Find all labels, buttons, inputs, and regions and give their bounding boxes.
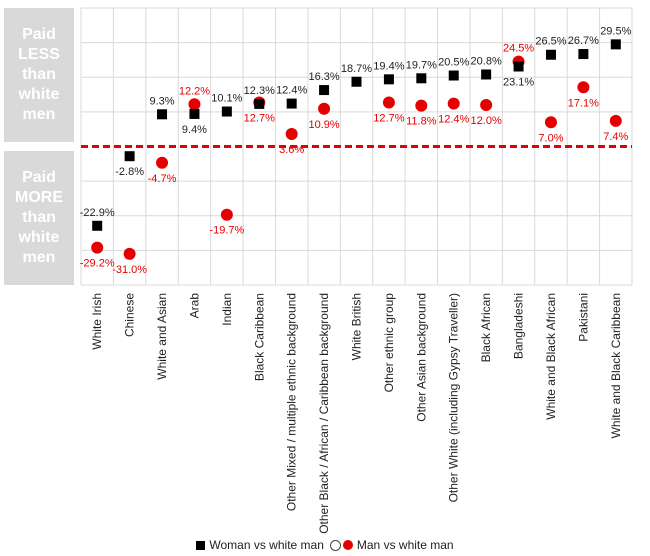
- man-vs-white-man-point: [318, 102, 331, 115]
- woman-data-label: 12.3%: [244, 85, 275, 97]
- paid-less-label-box: Paid LESS than white men: [4, 8, 74, 142]
- man-vs-white-man-point: [285, 128, 298, 141]
- woman-vs-white-man-point: [513, 61, 524, 72]
- man-data-label: 17.1%: [568, 97, 599, 109]
- category-tick-label: Arab: [187, 293, 201, 319]
- category-tick-label: Indian: [220, 293, 234, 326]
- category-tick-label: White and Black Caribbean: [609, 293, 623, 438]
- category-tick-label: White and Black African: [544, 293, 558, 420]
- woman-data-label: 19.4%: [373, 60, 404, 72]
- woman-vs-white-man-point: [157, 109, 168, 120]
- woman-data-label: -2.8%: [115, 166, 144, 178]
- category-tick-label: Other Mixed / multiple ethnic background: [285, 293, 299, 511]
- category-tick-label: White British: [350, 293, 364, 360]
- legend-label-men: Man vs white man: [356, 538, 454, 552]
- woman-vs-white-man-point: [92, 220, 103, 231]
- woman-data-label: 10.1%: [211, 93, 242, 105]
- category-tick-label: Bangladeshi: [512, 293, 526, 359]
- chart-legend: Woman vs white man Man vs white man: [0, 538, 650, 552]
- woman-vs-white-man-point: [448, 70, 459, 81]
- category-tick-label: White Irish: [90, 293, 104, 350]
- category-tick-label: Other Asian background: [414, 293, 428, 422]
- woman-data-label: 19.7%: [406, 59, 437, 71]
- man-vs-white-man-point: [188, 98, 201, 111]
- man-vs-white-man-point: [123, 247, 136, 260]
- square-marker-icon: [196, 540, 206, 550]
- category-tick-label: Other White (including Gypsy Traveller): [447, 293, 461, 502]
- pay-gap-chart: White Irish Chinese White and Asian Arab Ind…: [80, 7, 633, 534]
- man-data-label: 7.4%: [603, 131, 628, 143]
- woman-data-label: 16.3%: [308, 71, 339, 83]
- woman-vs-white-man-point: [189, 108, 200, 119]
- man-vs-white-man-point: [609, 114, 622, 127]
- woman-data-label: 9.3%: [149, 95, 174, 107]
- man-data-label: -31.0%: [112, 264, 147, 276]
- paid-less-label: Paid LESS than white men: [18, 26, 60, 123]
- circle-marker-icon: [342, 540, 353, 550]
- legend-item-women: Woman vs white man: [196, 538, 324, 552]
- man-vs-white-man-point: [91, 241, 104, 254]
- man-data-label: -19.7%: [209, 225, 244, 237]
- man-vs-white-man-point: [156, 156, 169, 169]
- woman-data-label: 26.7%: [568, 35, 599, 47]
- paid-more-label-box: Paid MORE than white men: [4, 151, 74, 285]
- category-tick-label: Other Black / African / Caribbean backgr…: [317, 293, 331, 534]
- category-tick-label: Black Caribbean: [252, 293, 266, 381]
- man-data-label: 12.4%: [438, 114, 469, 126]
- woman-data-label: 20.5%: [438, 57, 469, 69]
- category-tick-label: Pakistani: [576, 293, 590, 342]
- category-tick-label: Chinese: [123, 293, 137, 337]
- category-tick-label: White and Asian: [155, 293, 169, 380]
- woman-vs-white-man-point: [416, 73, 427, 84]
- woman-data-label: 29.5%: [600, 25, 631, 37]
- man-data-label: 12.0%: [471, 115, 502, 127]
- man-vs-white-man-point: [415, 99, 428, 112]
- woman-vs-white-man-point: [286, 98, 297, 109]
- woman-vs-white-man-point: [545, 49, 556, 60]
- woman-data-label: 26.5%: [535, 36, 566, 48]
- woman-data-label: 18.7%: [341, 63, 372, 75]
- legend-item-men: Man vs white man: [329, 538, 454, 552]
- man-data-label: 12.7%: [244, 113, 275, 125]
- woman-data-label: 9.4%: [182, 124, 207, 136]
- woman-vs-white-man-point: [124, 151, 135, 162]
- man-vs-white-man-point: [447, 97, 460, 110]
- woman-data-label: 23.1%: [503, 77, 534, 89]
- man-data-label: 12.7%: [373, 113, 404, 125]
- woman-data-label: 12.4%: [276, 85, 307, 97]
- man-data-label: -4.7%: [148, 173, 177, 185]
- man-data-label: 12.2%: [179, 85, 210, 97]
- man-data-label: 3.6%: [279, 144, 304, 156]
- woman-vs-white-man-point: [383, 74, 394, 85]
- woman-vs-white-man-point: [221, 106, 232, 117]
- man-vs-white-man-point: [544, 116, 557, 129]
- man-data-label: 11.8%: [406, 116, 437, 128]
- woman-vs-white-man-point: [351, 76, 362, 87]
- woman-vs-white-man-point: [481, 69, 492, 80]
- woman-data-label: -22.9%: [80, 207, 115, 219]
- woman-vs-white-man-point: [254, 98, 265, 109]
- woman-data-label: 20.8%: [471, 55, 502, 67]
- legend-label-women: Woman vs white man: [209, 538, 324, 552]
- man-vs-white-man-point: [382, 96, 395, 109]
- man-data-label: 24.5%: [503, 43, 534, 55]
- woman-vs-white-man-point: [319, 85, 330, 96]
- woman-vs-white-man-point: [578, 49, 589, 60]
- man-vs-white-man-point: [480, 98, 493, 111]
- category-tick-label: Black African: [479, 293, 493, 362]
- paid-more-label: Paid MORE than white men: [15, 169, 63, 266]
- man-vs-white-man-point: [220, 208, 233, 221]
- category-tick-label: Other ethnic group: [382, 293, 396, 393]
- man-data-label: -29.2%: [80, 258, 115, 270]
- man-vs-white-man-point: [577, 81, 590, 94]
- man-data-label: 7.0%: [538, 132, 563, 144]
- circle-outline-icon: [329, 539, 341, 551]
- woman-vs-white-man-point: [610, 39, 621, 50]
- man-data-label: 10.9%: [308, 119, 339, 131]
